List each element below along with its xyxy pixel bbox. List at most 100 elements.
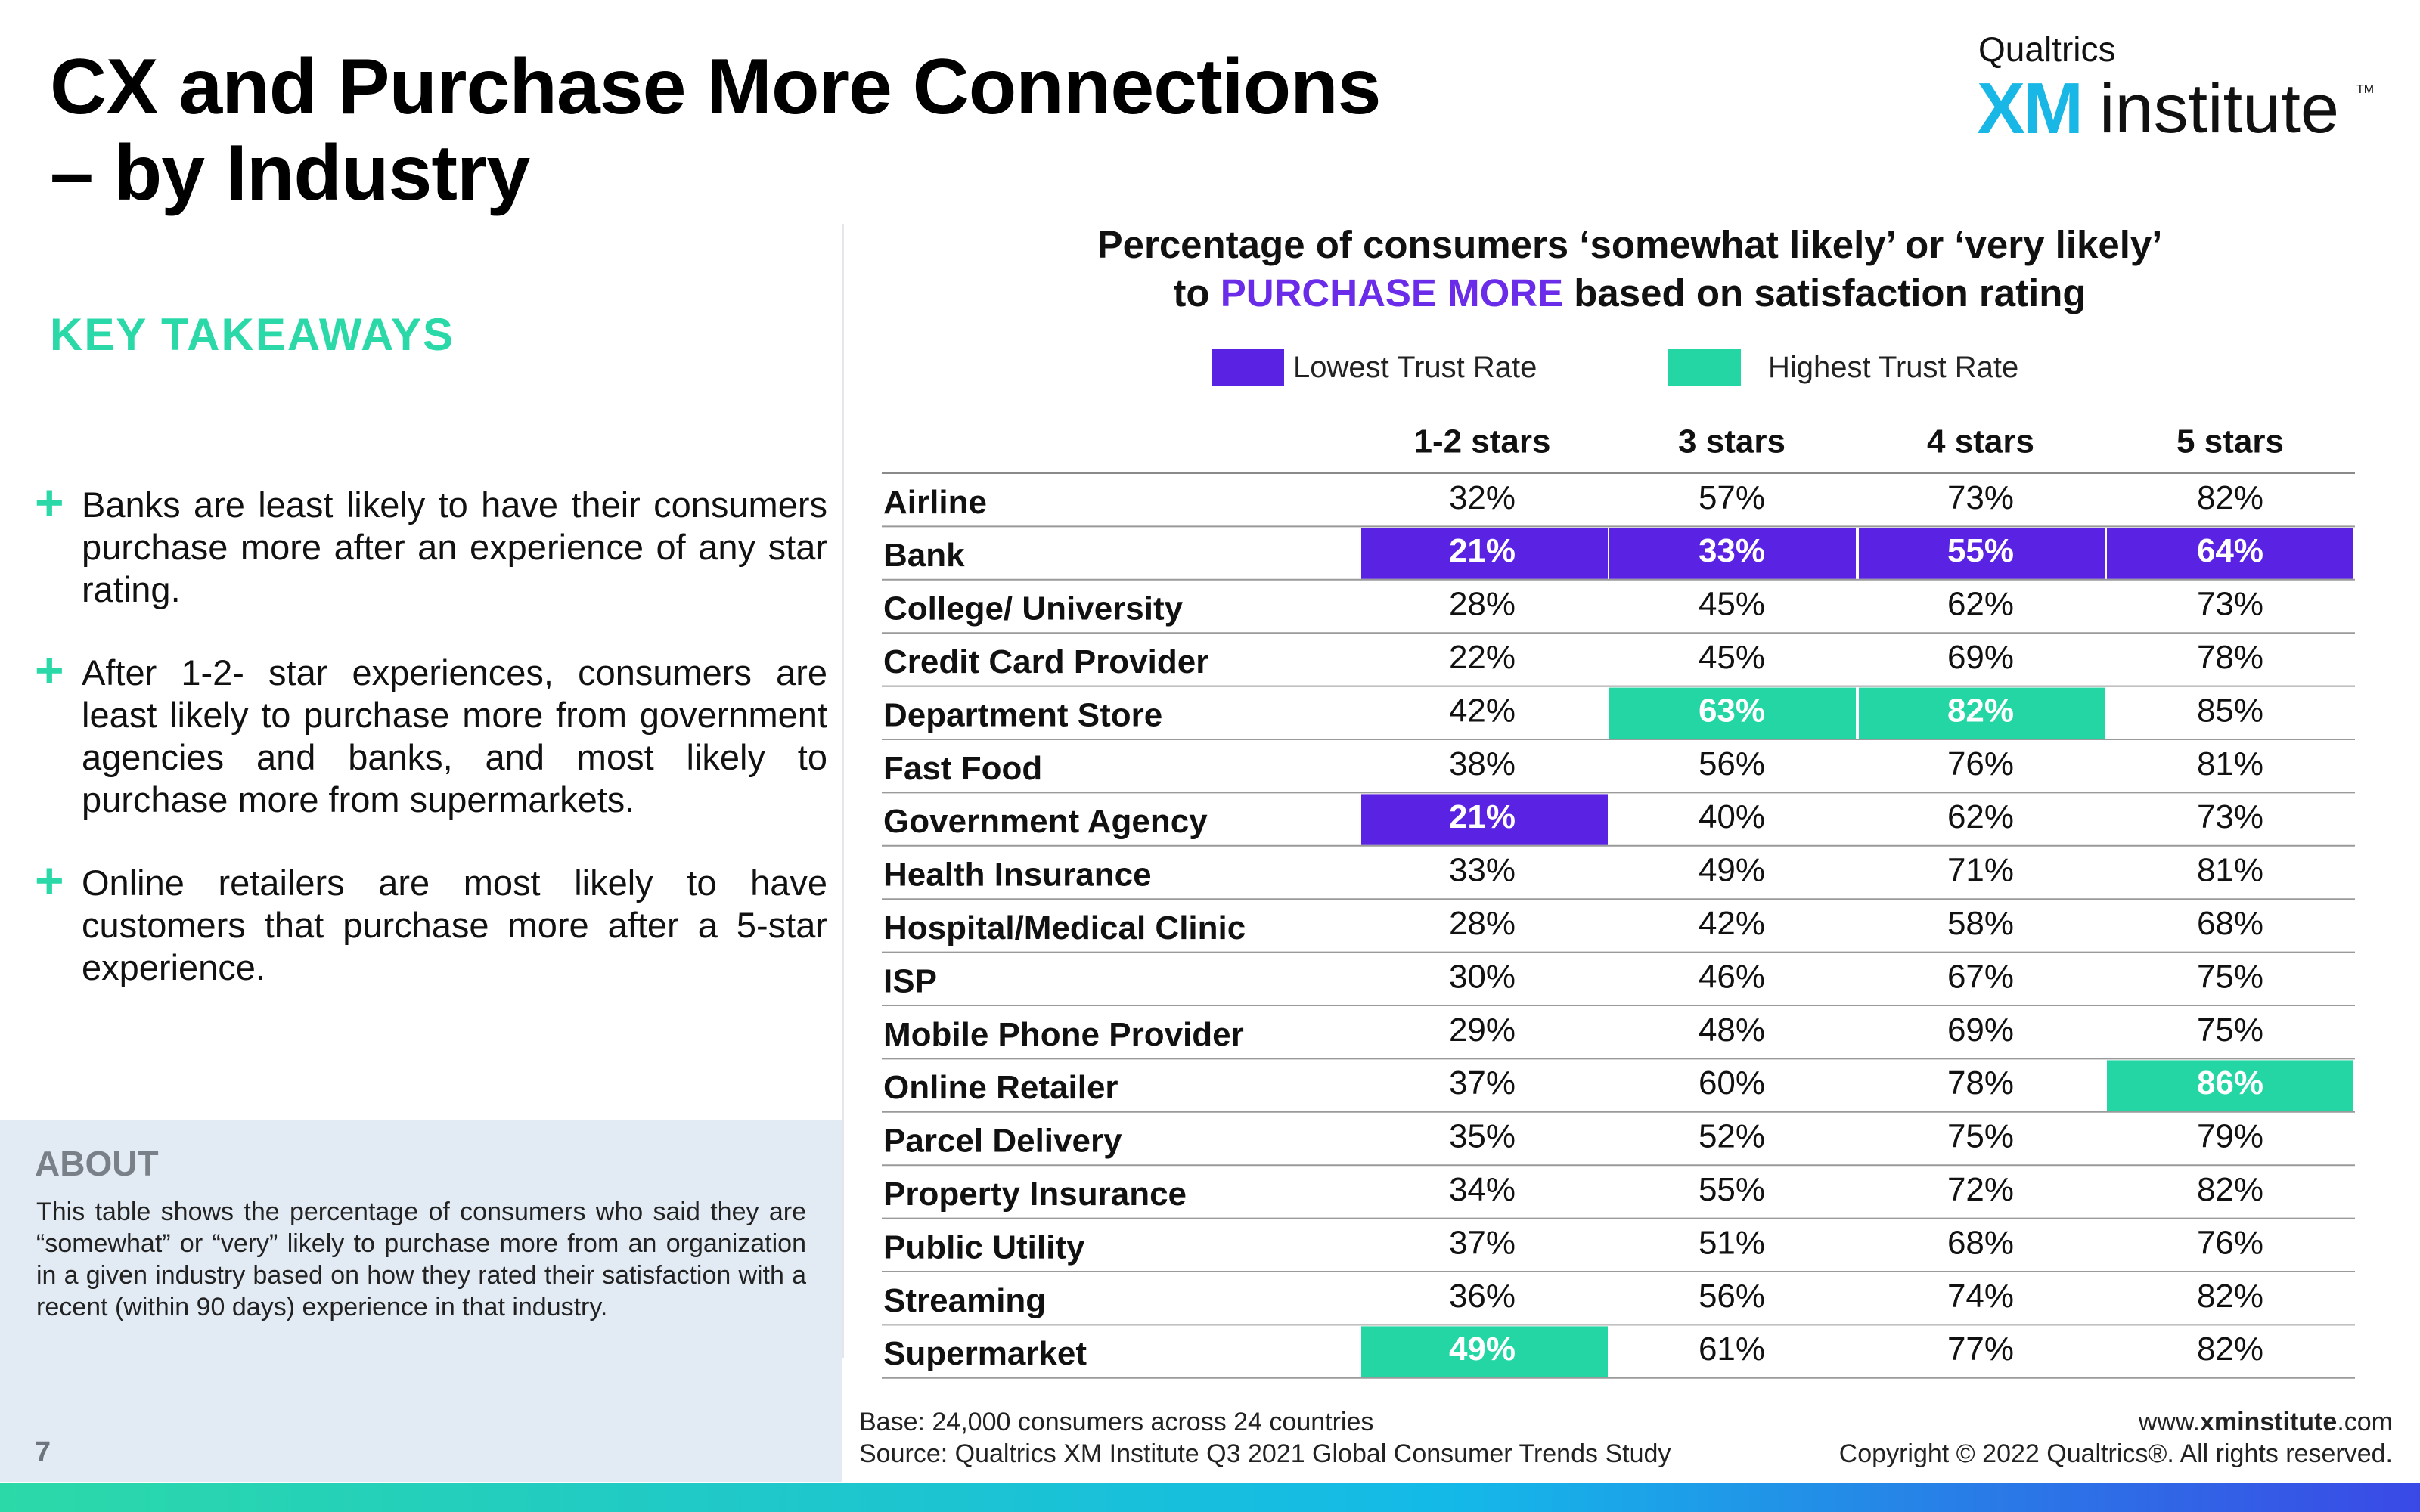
row-label: College/ University — [883, 590, 1184, 627]
chart-title-line-2: to PURCHASE MORE based on satisfaction r… — [998, 269, 2261, 318]
takeaway-text: Online retailers are most likely to have… — [82, 863, 827, 987]
logo-xm-text: XM — [1977, 68, 2083, 149]
table-cell-value: 68% — [1947, 1224, 2014, 1261]
base-source-note: Base: 24,000 consumers across 24 countri… — [859, 1406, 1671, 1470]
row-label: Health Insurance — [883, 857, 1152, 894]
highlight-cell — [1361, 794, 1608, 845]
table-cell-value: 45% — [1699, 639, 1765, 676]
column-header: 1-2 stars — [1413, 423, 1550, 460]
row-label: Government Agency — [883, 803, 1208, 840]
page-title: CX and Purchase More Connections – by In… — [50, 44, 1487, 216]
table-cell-value: 68% — [2197, 905, 2263, 942]
table-cell-value: 21% — [1449, 798, 1516, 835]
table-cell-value: 82% — [2197, 1171, 2263, 1208]
row-label: Bank — [883, 537, 965, 574]
website-suffix: .com — [2337, 1408, 2393, 1436]
column-header: 4 stars — [1927, 423, 2034, 460]
plus-icon: + — [35, 642, 64, 698]
column-header: 5 stars — [2176, 423, 2284, 460]
chart-title-suffix: based on satisfaction rating — [1563, 271, 2086, 314]
table-cell-value: 46% — [1699, 958, 1765, 995]
table-cell-value: 76% — [2197, 1224, 2263, 1261]
table-cell-value: 32% — [1449, 479, 1516, 516]
row-label: Credit Card Provider — [883, 643, 1208, 680]
legend-label-highest: Highest Trust Rate — [1768, 351, 2019, 384]
row-label: Fast Food — [883, 750, 1042, 787]
row-label: ISP — [883, 962, 937, 999]
table-cell-value: 56% — [1699, 1278, 1765, 1315]
table-cell-value: 37% — [1449, 1224, 1516, 1261]
table-cell-value: 42% — [1699, 905, 1765, 942]
row-label: Mobile Phone Provider — [883, 1016, 1244, 1053]
table-cell-value: 34% — [1449, 1171, 1516, 1208]
page-number: 7 — [35, 1436, 51, 1468]
table-cell-value: 60% — [1699, 1064, 1765, 1101]
chart-title-line-1: Percentage of consumers ‘somewhat likely… — [1097, 223, 2163, 266]
table-cell-value: 55% — [1947, 532, 2014, 569]
logo-trademark: TM — [2356, 83, 2375, 96]
table-cell-value: 76% — [1947, 745, 2014, 782]
table-cell-value: 28% — [1449, 905, 1516, 942]
table-cell-value: 69% — [1947, 1012, 2014, 1049]
table-cell-value: 77% — [1947, 1331, 2014, 1368]
about-panel: ABOUT This table shows the percentage of… — [0, 1120, 842, 1482]
table-cell-value: 51% — [1699, 1224, 1765, 1261]
table-cell-value: 63% — [1699, 692, 1765, 729]
table-cell-value: 61% — [1699, 1331, 1765, 1368]
bottom-gradient-bar — [0, 1483, 2420, 1512]
table-cell-value: 71% — [1947, 852, 2014, 889]
table-cell-value: 78% — [2197, 639, 2263, 676]
table-cell-value: 86% — [2197, 1064, 2263, 1101]
table-cell-value: 37% — [1449, 1064, 1516, 1101]
about-text: This table shows the percentage of consu… — [36, 1198, 806, 1321]
table-cell-value: 55% — [1699, 1171, 1765, 1208]
page-title-line-1: CX and Purchase More Connections — [50, 43, 1381, 131]
legend-swatch-highest — [1668, 349, 1741, 386]
table-cell-value: 67% — [1947, 958, 2014, 995]
table-cell-value: 56% — [1699, 745, 1765, 782]
row-label: Supermarket — [883, 1335, 1087, 1372]
table-cell-value: 75% — [1947, 1118, 2014, 1155]
highlight-cell — [1609, 687, 1856, 739]
legend-label-lowest: Lowest Trust Rate — [1293, 351, 1537, 384]
table-cell-value: 22% — [1449, 639, 1516, 676]
table-cell-value: 73% — [2197, 586, 2263, 623]
table-cell-value: 52% — [1699, 1118, 1765, 1155]
website-link[interactable]: www.xminstitute.com — [1839, 1406, 2393, 1438]
table-cell-value: 35% — [1449, 1118, 1516, 1155]
table-cell-value: 33% — [1449, 852, 1516, 889]
table-cell-value: 82% — [2197, 1278, 2263, 1315]
table-cell-value: 82% — [1947, 692, 2014, 729]
table-cell-value: 64% — [2197, 532, 2263, 569]
column-header: 3 stars — [1678, 423, 1786, 460]
table-cell-value: 62% — [1947, 586, 2014, 623]
table-cell-value: 58% — [1947, 905, 2014, 942]
chart-title-highlight: PURCHASE MORE — [1220, 271, 1564, 314]
table-cell-value: 82% — [2197, 1331, 2263, 1368]
table-cell-value: 38% — [1449, 745, 1516, 782]
table-cell-value: 81% — [2197, 852, 2263, 889]
highlight-cell — [2107, 528, 2353, 579]
key-takeaways-heading: KEY TAKEAWAYS — [50, 309, 455, 360]
base-line: Base: 24,000 consumers across 24 countri… — [859, 1408, 1374, 1436]
source-line: Source: Qualtrics XM Institute Q3 2021 G… — [859, 1439, 1671, 1468]
table-cell-value: 79% — [2197, 1118, 2263, 1155]
highlight-cell — [1859, 528, 2105, 579]
row-label: Parcel Delivery — [883, 1123, 1122, 1160]
table-cell-value: 81% — [2197, 745, 2263, 782]
takeaway-text: Banks are least likely to have their con… — [82, 485, 827, 609]
table-cell-value: 42% — [1449, 692, 1516, 729]
row-label: Streaming — [883, 1282, 1046, 1319]
table-cell-value: 48% — [1699, 1012, 1765, 1049]
row-label: Department Store — [883, 696, 1162, 733]
table-cell-value: 73% — [1947, 479, 2014, 516]
page-title-line-2: – by Industry — [50, 129, 530, 217]
copyright-text: Copyright © 2022 Qualtrics®. All rights … — [1838, 1439, 2393, 1468]
xm-institute-logo: Qualtrics XM institute TM — [1977, 29, 2375, 150]
table-cell-value: 49% — [1699, 852, 1765, 889]
plus-icon: + — [35, 852, 64, 908]
table-cell-value: 74% — [1947, 1278, 2014, 1315]
highlight-cell — [2107, 1060, 2353, 1111]
row-label: Public Utility — [883, 1228, 1085, 1266]
